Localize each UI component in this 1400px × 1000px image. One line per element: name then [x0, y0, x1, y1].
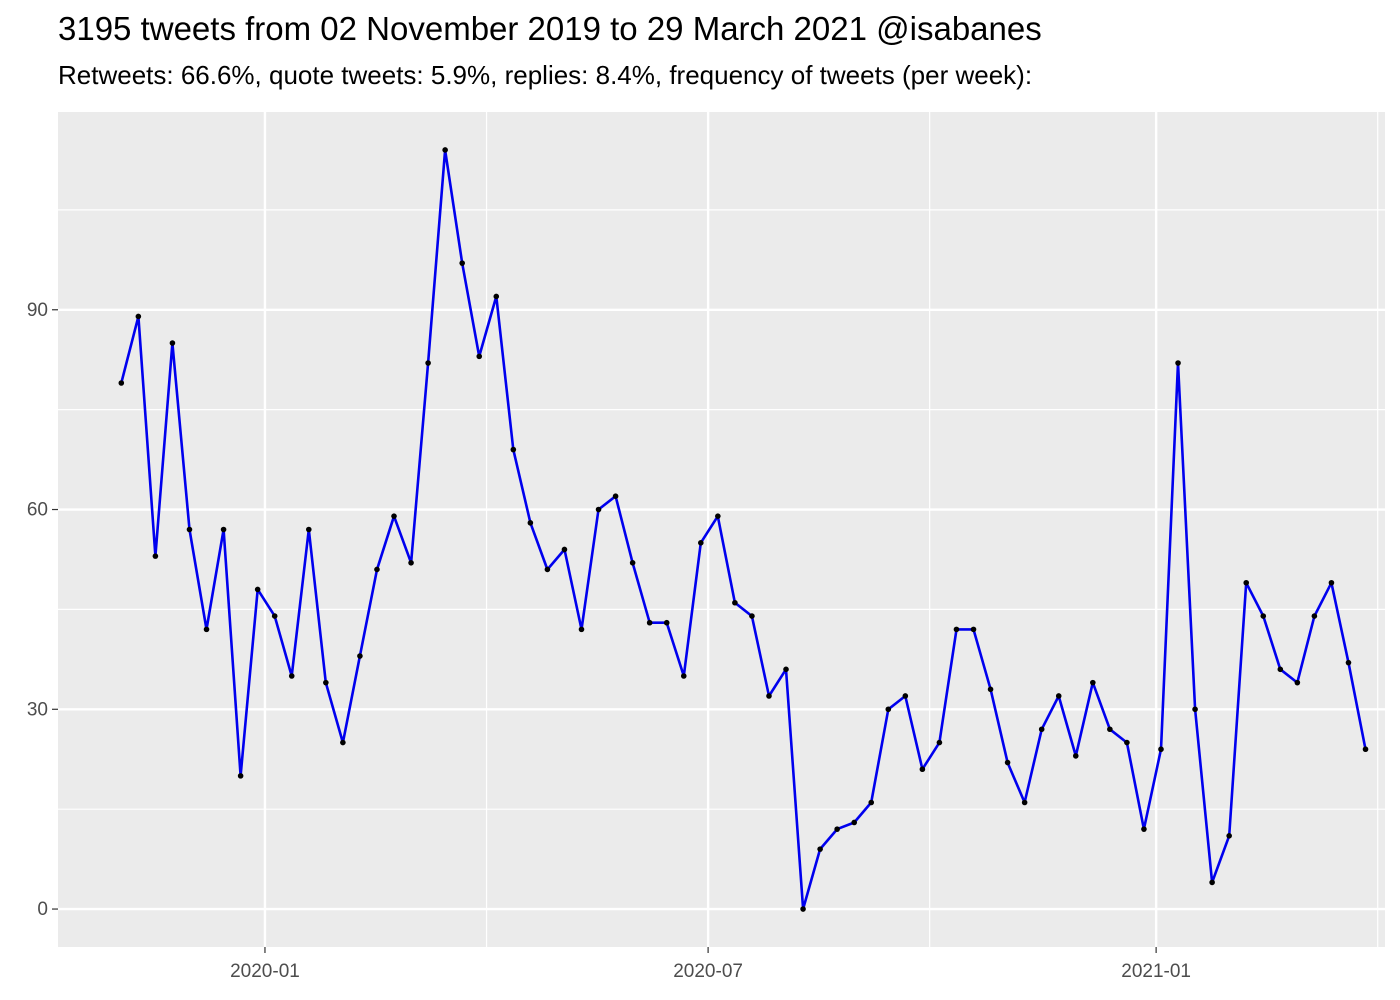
- x-axis: 2020-01 2020-07 2021-01: [230, 947, 1191, 982]
- data-point: [800, 906, 806, 912]
- data-point: [1038, 726, 1045, 733]
- data-point: [1124, 739, 1130, 746]
- minor-gridlines: [58, 112, 1385, 947]
- data-point: [1226, 832, 1232, 839]
- x-tick-label: 2020-01: [230, 961, 300, 982]
- data-point: [1090, 679, 1096, 686]
- data-point: [203, 626, 210, 633]
- data-point: [323, 679, 329, 686]
- data-point: [834, 826, 840, 832]
- y-tick-label: 60: [27, 500, 48, 521]
- data-point: [1345, 659, 1352, 666]
- chart-subtitle: Retweets: 66.6%, quote tweets: 5.9%, rep…: [58, 60, 1033, 90]
- data-point: [459, 260, 465, 266]
- data-point: [783, 666, 789, 673]
- data-point: [698, 540, 704, 546]
- data-point: [902, 693, 909, 699]
- data-point: [817, 846, 823, 852]
- data-point: [749, 613, 755, 619]
- data-point: [493, 293, 500, 300]
- data-point: [1209, 879, 1215, 886]
- data-point: [391, 513, 397, 519]
- data-point: [663, 619, 670, 626]
- data-point: [1192, 706, 1198, 713]
- series-line: [120, 148, 1367, 911]
- data-point: [237, 773, 244, 779]
- data-point: [732, 599, 738, 606]
- data-point: [169, 340, 176, 346]
- data-point: [305, 526, 312, 533]
- data-point: [851, 819, 857, 826]
- data-point: [1158, 746, 1164, 753]
- data-point: [561, 546, 568, 553]
- data-point: [408, 559, 414, 566]
- data-point: [629, 559, 636, 566]
- chart-title: 3195 tweets from 02 November 2019 to 29 …: [58, 10, 1042, 47]
- data-point: [271, 613, 278, 619]
- data-point: [288, 673, 295, 679]
- data-point: [766, 693, 772, 699]
- data-point: [1243, 579, 1250, 586]
- data-point: [476, 353, 483, 360]
- data-point: [544, 566, 551, 573]
- data-point: [220, 526, 227, 533]
- data-point: [1175, 360, 1181, 366]
- y-tick-label: 30: [27, 699, 48, 720]
- data-point: [118, 380, 125, 386]
- data-point: [357, 653, 363, 659]
- data-point: [186, 526, 193, 533]
- data-point: [442, 147, 448, 153]
- data-point: [885, 706, 892, 713]
- data-point: [1362, 746, 1369, 753]
- data-point: [1055, 693, 1062, 699]
- data-point: [374, 566, 380, 573]
- data-point: [578, 626, 585, 633]
- data-point: [1328, 579, 1335, 586]
- data-point: [987, 686, 994, 693]
- data-point: [646, 619, 653, 626]
- data-point: [680, 673, 687, 679]
- data-point: [970, 626, 977, 633]
- data-point: [595, 506, 602, 513]
- data-point: [1021, 799, 1028, 806]
- data-point: [919, 766, 926, 773]
- data-point: [152, 553, 159, 559]
- data-point: [340, 739, 346, 746]
- data-point: [527, 520, 534, 526]
- data-point: [936, 739, 943, 746]
- data-points: [118, 147, 1369, 912]
- y-axis: 0 30 60 90: [27, 300, 58, 920]
- data-point: [510, 446, 517, 453]
- x-tick-label: 2020-07: [673, 961, 743, 982]
- data-point: [425, 360, 431, 366]
- data-point: [868, 799, 875, 806]
- data-point: [612, 493, 619, 500]
- data-point: [1072, 753, 1079, 759]
- y-tick-label: 0: [37, 899, 48, 920]
- data-point: [1311, 613, 1318, 619]
- data-point: [1260, 613, 1267, 619]
- data-point: [1004, 759, 1011, 766]
- x-tick-label: 2021-01: [1121, 961, 1191, 982]
- data-point: [1277, 666, 1284, 673]
- data-point: [1294, 679, 1301, 686]
- data-point: [1141, 826, 1147, 832]
- data-point: [953, 626, 960, 633]
- y-tick-label: 90: [27, 300, 48, 321]
- data-point: [1107, 726, 1113, 733]
- data-point: [254, 586, 261, 593]
- data-point: [715, 513, 721, 519]
- data-point: [135, 313, 142, 320]
